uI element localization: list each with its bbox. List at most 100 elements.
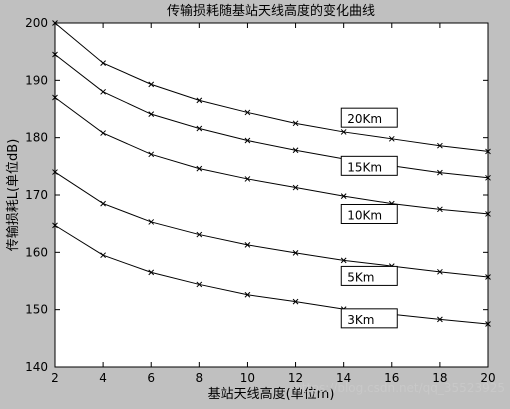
axis-ticks: 2 4 6 8 10 12 14 16 18 20 140 150 160 170 180 190 200 bbox=[25, 16, 496, 385]
x-tick-label: 8 bbox=[196, 371, 204, 385]
watermark: https://blog.csdn.net/qq_35523925 bbox=[294, 381, 505, 395]
x-tick-label: 10 bbox=[240, 371, 255, 385]
data-point-marker bbox=[100, 200, 106, 207]
x-tick-label: 4 bbox=[99, 371, 107, 385]
curve-label-20Km: 20Km bbox=[340, 107, 398, 128]
curve-label-10Km: 10Km bbox=[340, 203, 398, 224]
x-tick-label: 14 bbox=[336, 371, 351, 385]
data-point-marker bbox=[52, 169, 58, 175]
marker-stroke bbox=[100, 200, 106, 207]
marker-stroke bbox=[437, 316, 443, 323]
curve-labels: 20Km 15Km 10Km 5Km 3Km bbox=[340, 107, 398, 329]
marker-stroke bbox=[485, 274, 491, 280]
data-point-marker bbox=[244, 137, 251, 144]
marker-stroke bbox=[196, 165, 203, 172]
data-point-marker bbox=[196, 97, 203, 104]
data-point-marker bbox=[437, 316, 443, 323]
marker-stroke bbox=[437, 206, 443, 213]
y-tick-label: 150 bbox=[25, 303, 48, 317]
x-tick-label: 20 bbox=[480, 371, 495, 385]
marker-stroke bbox=[196, 97, 203, 104]
marker-stroke bbox=[292, 250, 299, 256]
data-point-marker bbox=[52, 94, 58, 101]
x-tick-label: 6 bbox=[147, 371, 155, 385]
marker-stroke bbox=[485, 211, 491, 217]
marker-stroke bbox=[244, 291, 251, 298]
marker-stroke bbox=[244, 109, 251, 116]
data-point-marker bbox=[100, 252, 106, 259]
marker-stroke bbox=[437, 169, 443, 176]
data-point-marker bbox=[292, 147, 299, 154]
series-20Km bbox=[52, 20, 491, 155]
curve-label-box bbox=[340, 107, 398, 128]
data-point-marker bbox=[388, 135, 395, 142]
data-point-marker bbox=[148, 151, 155, 158]
series-line bbox=[54, 22, 489, 152]
marker-stroke bbox=[485, 148, 491, 155]
marker-stroke bbox=[52, 169, 58, 175]
marker-stroke bbox=[100, 130, 106, 136]
x-tick-label: 2 bbox=[51, 371, 59, 385]
marker-stroke bbox=[100, 88, 106, 95]
curve-label-text: 20Km bbox=[347, 112, 382, 126]
marker-stroke bbox=[340, 193, 347, 200]
data-point-marker bbox=[244, 242, 251, 248]
data-point-marker bbox=[148, 81, 155, 88]
marker-stroke bbox=[244, 242, 251, 248]
data-point-marker bbox=[100, 88, 106, 95]
y-tick-label: 200 bbox=[25, 16, 48, 30]
marker-stroke bbox=[437, 142, 443, 149]
y-tick-label: 170 bbox=[25, 188, 48, 202]
marker-stroke bbox=[244, 176, 251, 182]
data-point-marker bbox=[485, 321, 491, 327]
plot-area bbox=[54, 22, 489, 368]
data-point-marker bbox=[244, 291, 251, 298]
data-point-marker bbox=[485, 211, 491, 217]
data-point-marker bbox=[437, 169, 443, 176]
data-point-marker bbox=[485, 148, 491, 155]
marker-stroke bbox=[52, 222, 58, 229]
x-tick-label: 16 bbox=[384, 371, 399, 385]
chart-title: 传输损耗随基站天线高度的变化曲线 bbox=[167, 3, 375, 19]
data-point-marker bbox=[52, 20, 58, 26]
marker-stroke bbox=[292, 184, 299, 191]
curve-label-text: 10Km bbox=[347, 208, 382, 222]
curve-label-5Km: 5Km bbox=[340, 265, 398, 286]
curve-label-text: 5Km bbox=[347, 270, 374, 284]
data-point-marker bbox=[196, 165, 203, 172]
data-point-marker bbox=[100, 60, 106, 66]
marker-stroke bbox=[244, 137, 251, 144]
data-point-marker bbox=[292, 250, 299, 256]
data-point-marker bbox=[244, 176, 251, 182]
marker-stroke bbox=[292, 120, 299, 127]
marker-stroke bbox=[52, 20, 58, 26]
curve-label-text: 15Km bbox=[347, 160, 382, 174]
series-line bbox=[54, 171, 489, 278]
data-point-marker bbox=[437, 206, 443, 213]
data-point-marker bbox=[292, 120, 299, 127]
data-point-marker bbox=[340, 129, 347, 135]
marker-stroke bbox=[148, 219, 155, 225]
data-point-marker bbox=[292, 184, 299, 191]
marker-stroke bbox=[148, 151, 155, 158]
data-point-marker bbox=[244, 109, 251, 116]
data-point-marker bbox=[196, 281, 203, 288]
y-axis-label: 传输损耗L(单位dB) bbox=[5, 139, 21, 252]
marker-stroke bbox=[148, 269, 155, 276]
curve-label-box bbox=[340, 155, 398, 176]
y-tick-label: 160 bbox=[25, 245, 48, 259]
marker-stroke bbox=[52, 51, 58, 58]
data-point-marker bbox=[148, 219, 155, 225]
series-10Km bbox=[52, 94, 491, 217]
data-point-marker bbox=[100, 130, 106, 136]
marker-stroke bbox=[437, 268, 443, 275]
data-point-marker bbox=[148, 111, 155, 118]
x-axis-label: 基站天线高度(单位m) bbox=[208, 386, 335, 402]
marker-stroke bbox=[340, 129, 347, 135]
marker-stroke bbox=[148, 111, 155, 118]
data-point-marker bbox=[52, 222, 58, 229]
curve-label-15Km: 15Km bbox=[340, 155, 398, 176]
curve-label-3Km: 3Km bbox=[340, 308, 398, 329]
marker-stroke bbox=[485, 174, 491, 181]
